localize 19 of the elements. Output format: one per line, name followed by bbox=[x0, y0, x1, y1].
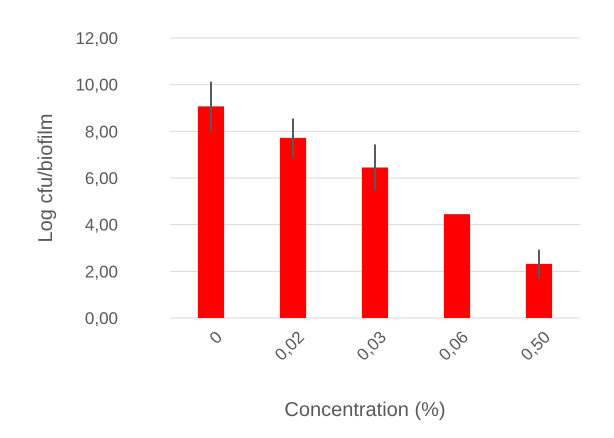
y-tick-label: 6,00 bbox=[84, 168, 118, 188]
bar bbox=[280, 138, 306, 318]
y-tick-label: 0,00 bbox=[84, 308, 118, 328]
y-axis-title: Log cfu/biofilm bbox=[35, 114, 57, 242]
bar bbox=[362, 168, 388, 318]
x-tick-label: 0 bbox=[206, 328, 226, 348]
y-tick-label: 12,00 bbox=[75, 28, 118, 48]
x-axis-title: Concentration (%) bbox=[284, 399, 446, 421]
y-tick-label: 10,00 bbox=[75, 76, 118, 95]
x-tick-label: 0,06 bbox=[435, 328, 472, 364]
y-tick-label: 2,00 bbox=[84, 262, 118, 282]
x-tick-label: 0,03 bbox=[353, 328, 390, 364]
x-tick-label: 0,50 bbox=[517, 328, 554, 364]
bar bbox=[198, 106, 224, 318]
bar bbox=[526, 264, 552, 318]
x-tick-label: 0,02 bbox=[271, 328, 308, 364]
y-tick-label: 8,00 bbox=[84, 122, 118, 142]
bar bbox=[444, 214, 470, 318]
y-tick-label: 4,00 bbox=[84, 216, 118, 235]
